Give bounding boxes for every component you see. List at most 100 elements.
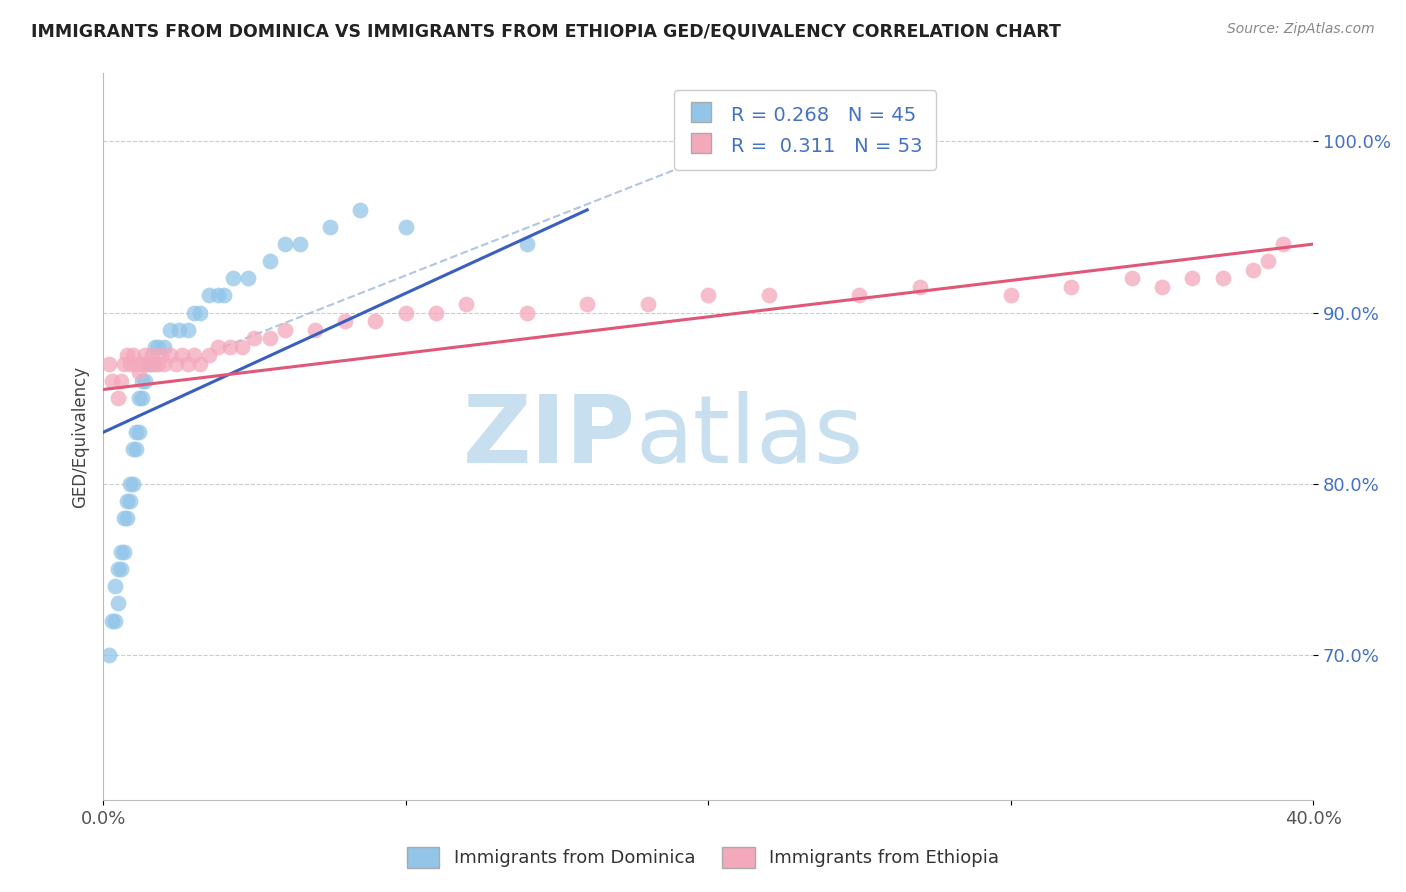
Point — [207, 288, 229, 302]
Point — [395, 219, 418, 234]
Point — [128, 425, 150, 440]
Point — [1257, 254, 1279, 268]
Point — [177, 357, 200, 371]
Point — [222, 271, 245, 285]
Point — [198, 288, 221, 302]
Point — [288, 237, 311, 252]
Point — [143, 357, 166, 371]
Point — [243, 331, 266, 345]
Point — [141, 357, 163, 371]
Text: ZIP: ZIP — [463, 391, 636, 483]
Point — [138, 357, 160, 371]
Point — [117, 511, 139, 525]
Point — [395, 305, 418, 319]
Point — [207, 340, 229, 354]
Point — [273, 323, 295, 337]
Point — [152, 340, 174, 354]
Point — [146, 340, 169, 354]
Point — [110, 562, 132, 576]
Point — [117, 348, 139, 362]
Point — [107, 391, 129, 405]
Point — [120, 357, 142, 371]
Point — [143, 340, 166, 354]
Point — [104, 614, 127, 628]
Point — [112, 511, 135, 525]
Point — [146, 357, 169, 371]
Point — [349, 202, 371, 217]
Point — [304, 323, 326, 337]
Point — [456, 297, 478, 311]
Point — [1060, 280, 1083, 294]
Point — [98, 648, 121, 662]
Point — [122, 442, 145, 457]
Point — [125, 442, 148, 457]
Point — [697, 288, 720, 302]
Point — [516, 305, 538, 319]
Point — [1211, 271, 1233, 285]
Point — [120, 476, 142, 491]
Point — [637, 297, 659, 311]
Point — [1121, 271, 1143, 285]
Legend: R = 0.268   N = 45, R =  0.311   N = 53: R = 0.268 N = 45, R = 0.311 N = 53 — [675, 90, 936, 169]
Point — [1241, 262, 1264, 277]
Point — [101, 614, 124, 628]
Point — [104, 579, 127, 593]
Point — [107, 596, 129, 610]
Point — [120, 493, 142, 508]
Point — [165, 357, 187, 371]
Point — [183, 348, 205, 362]
Point — [231, 340, 253, 354]
Point — [273, 237, 295, 252]
Point — [364, 314, 387, 328]
Point — [908, 280, 931, 294]
Point — [1150, 280, 1173, 294]
Point — [219, 340, 242, 354]
Point — [177, 323, 200, 337]
Point — [319, 219, 342, 234]
Point — [576, 297, 599, 311]
Point — [159, 323, 181, 337]
Point — [516, 237, 538, 252]
Point — [1000, 288, 1022, 302]
Point — [152, 357, 174, 371]
Point — [188, 357, 211, 371]
Point — [131, 357, 153, 371]
Point — [425, 305, 447, 319]
Point — [212, 288, 235, 302]
Point — [141, 348, 163, 362]
Legend: Immigrants from Dominica, Immigrants from Ethiopia: Immigrants from Dominica, Immigrants fro… — [396, 836, 1010, 879]
Point — [259, 254, 281, 268]
Point — [259, 331, 281, 345]
Point — [117, 493, 139, 508]
Point — [125, 357, 148, 371]
Point — [170, 348, 193, 362]
Point — [110, 545, 132, 559]
Point — [112, 357, 135, 371]
Text: Source: ZipAtlas.com: Source: ZipAtlas.com — [1227, 22, 1375, 37]
Point — [1272, 237, 1295, 252]
Text: IMMIGRANTS FROM DOMINICA VS IMMIGRANTS FROM ETHIOPIA GED/EQUIVALENCY CORRELATION: IMMIGRANTS FROM DOMINICA VS IMMIGRANTS F… — [31, 22, 1060, 40]
Point — [758, 288, 780, 302]
Point — [122, 476, 145, 491]
Point — [167, 323, 190, 337]
Point — [125, 425, 148, 440]
Point — [122, 348, 145, 362]
Point — [238, 271, 260, 285]
Point — [101, 374, 124, 388]
Point — [128, 391, 150, 405]
Point — [149, 348, 172, 362]
Point — [128, 366, 150, 380]
Point — [848, 288, 870, 302]
Point — [107, 562, 129, 576]
Point — [198, 348, 221, 362]
Text: atlas: atlas — [636, 391, 863, 483]
Point — [112, 545, 135, 559]
Point — [110, 374, 132, 388]
Point — [138, 357, 160, 371]
Point — [131, 374, 153, 388]
Point — [183, 305, 205, 319]
Point — [333, 314, 356, 328]
Point — [1181, 271, 1204, 285]
Point — [134, 374, 156, 388]
Point — [159, 348, 181, 362]
